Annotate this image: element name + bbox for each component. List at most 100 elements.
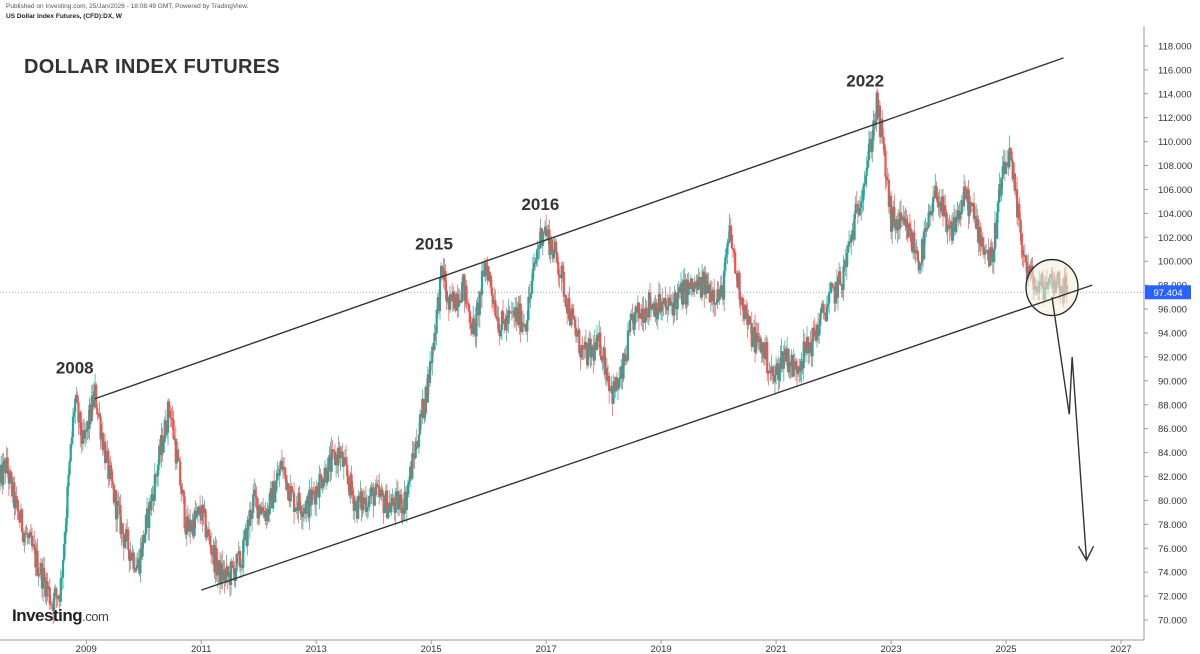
candle-body (929, 210, 932, 216)
candle-body (16, 499, 19, 511)
candle-body (385, 490, 389, 518)
candle-body (258, 505, 261, 514)
candle-body (1009, 148, 1012, 152)
candle-body (182, 489, 185, 497)
candle-body (336, 454, 339, 466)
candle-body (352, 495, 355, 511)
candle-body (687, 282, 690, 295)
candle-body (780, 351, 783, 358)
candle-body (266, 508, 269, 521)
candle-body (572, 315, 575, 320)
candle-body (611, 385, 614, 404)
candle-body (298, 492, 301, 507)
candle-body (853, 214, 856, 240)
candle-body (449, 294, 453, 296)
candle-body (822, 304, 825, 313)
candle-body (140, 548, 143, 557)
current-price-badge (1145, 285, 1191, 300)
candle-body (436, 297, 439, 311)
candle-body (76, 394, 79, 403)
candle-body (204, 509, 207, 538)
candle-body (271, 481, 275, 509)
candle-body (689, 278, 693, 290)
candle-body (451, 295, 454, 302)
candle-body (309, 489, 312, 505)
candle-body (612, 381, 615, 404)
candle-body (322, 478, 326, 487)
candle-body (134, 568, 138, 572)
candle-body (193, 510, 196, 536)
candle-body (876, 92, 879, 118)
candle-body (165, 432, 169, 435)
candle-body (169, 410, 172, 419)
candle-body (648, 292, 652, 310)
candle-body (613, 381, 616, 392)
candle-body (590, 346, 593, 358)
candle-body (601, 359, 604, 361)
highlight-circle (1025, 258, 1079, 317)
candle-body (36, 550, 39, 576)
candle-body (509, 311, 512, 313)
candle-body (2, 462, 5, 485)
candle-body (656, 311, 659, 320)
candle-body (976, 219, 979, 229)
candle-body (423, 412, 426, 418)
candle-body (329, 454, 332, 472)
symbol-label: US Dollar Index Futures, (CFD):DX, W (6, 13, 122, 20)
candle-body (500, 311, 504, 331)
candle-body (269, 488, 272, 494)
candle-body (491, 295, 495, 304)
candle-body (463, 274, 466, 301)
candle-body (702, 271, 705, 277)
y-tick-label: 76.000 (1158, 544, 1187, 555)
candle-body (7, 473, 10, 484)
candle-body (1003, 161, 1007, 175)
candle-body (498, 332, 501, 337)
candle-body (174, 438, 177, 464)
candle-body (936, 195, 939, 203)
candle-body (686, 279, 689, 295)
x-tick-label: 2009 (76, 644, 97, 654)
candle-body (413, 456, 416, 459)
candle-body (993, 222, 997, 250)
candle-body (579, 353, 582, 358)
candle-body (836, 276, 840, 298)
candle-body (560, 265, 563, 279)
candle-body (168, 401, 171, 411)
candle-body (476, 302, 479, 307)
candle-body (928, 210, 931, 213)
candle-body (926, 227, 929, 230)
candle-body (742, 309, 746, 320)
candle-body (813, 330, 816, 337)
candle-body (815, 325, 819, 341)
candle-body (111, 481, 114, 486)
candle-body (332, 449, 335, 452)
candle-body (442, 267, 445, 280)
candle-body (81, 430, 85, 444)
candle-body (66, 486, 69, 518)
candle-body (582, 348, 585, 350)
candle-body (1025, 261, 1029, 280)
candle-body (723, 270, 726, 300)
candle-body (337, 447, 340, 466)
candle-body (477, 302, 480, 316)
candle-body (538, 244, 541, 249)
candle-body (444, 270, 447, 291)
candle-body (291, 491, 295, 493)
candle-body (284, 467, 287, 476)
candle-body (39, 563, 43, 575)
candle-body (787, 348, 790, 373)
candle-body (810, 349, 813, 357)
candle-body (788, 362, 791, 373)
candle-body (530, 280, 533, 294)
candle-body (792, 361, 795, 377)
candle-body (728, 225, 731, 241)
candle-body (446, 296, 449, 302)
candle-body (276, 473, 279, 480)
candle-body (550, 239, 553, 250)
logo-suffix: .com (82, 609, 109, 624)
candle-body (800, 361, 803, 371)
candle-body (746, 313, 749, 325)
candle-body (177, 459, 181, 462)
